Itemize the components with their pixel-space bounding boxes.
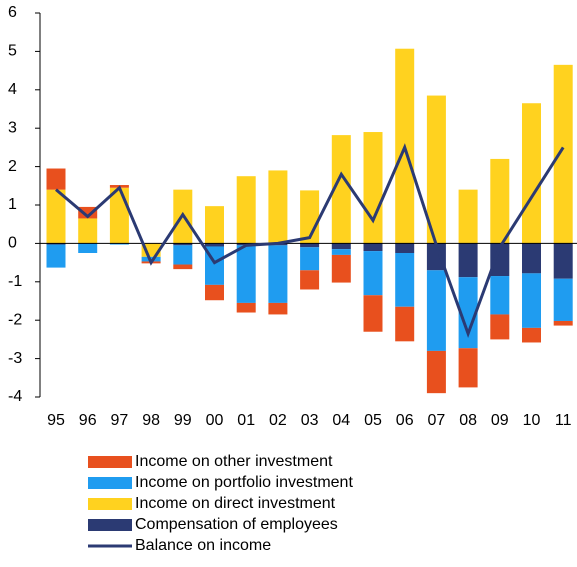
bar (522, 103, 541, 244)
bar (173, 243, 193, 246)
bar (490, 314, 510, 340)
bar (363, 251, 383, 296)
bar (205, 243, 224, 247)
bar (331, 254, 351, 283)
bar (331, 135, 351, 244)
bar (458, 277, 478, 349)
bar (522, 273, 541, 328)
x-tick-label: 97 (111, 412, 129, 429)
x-tick-label: 02 (269, 412, 287, 429)
legend-label: Compensation of employees (135, 516, 338, 533)
x-tick-label: 00 (206, 412, 224, 429)
y-tick-label: 1 (8, 196, 17, 213)
y-tick-label: -3 (8, 350, 22, 367)
bar (300, 243, 320, 248)
x-tick-label: 99 (174, 412, 192, 429)
x-tick-label: 09 (491, 412, 509, 429)
bar (331, 243, 351, 250)
x-tick-label: 03 (301, 412, 319, 429)
bar (331, 249, 351, 255)
bar (236, 176, 256, 244)
bar (395, 243, 415, 253)
bar (426, 270, 446, 351)
bar (395, 306, 415, 342)
y-tick-label: 2 (8, 158, 17, 175)
bar (458, 189, 478, 244)
bar (363, 295, 383, 332)
bar (268, 170, 288, 244)
bar (46, 189, 66, 244)
bar (426, 350, 446, 394)
legend-label: Balance on income (135, 537, 271, 554)
bar (109, 187, 129, 244)
bar (205, 206, 224, 244)
y-tick-label: 6 (8, 4, 17, 21)
x-tick-label: 11 (555, 412, 572, 429)
bar (300, 247, 320, 271)
bar (78, 243, 98, 253)
legend-swatch (88, 519, 132, 531)
y-tick-label: 4 (8, 81, 17, 98)
bar (458, 243, 478, 278)
legend-label: Income on portfolio investment (135, 474, 353, 491)
bar (363, 132, 383, 244)
y-tick-label: 0 (8, 235, 17, 252)
x-tick-label: 07 (428, 412, 446, 429)
bar (553, 64, 573, 244)
y-tick-label: 5 (8, 43, 17, 60)
y-tick-label: -4 (8, 388, 22, 405)
bar (173, 245, 193, 265)
bar (553, 278, 573, 321)
y-tick-label: -1 (8, 273, 22, 290)
x-tick-label: 96 (79, 412, 97, 429)
bar (490, 276, 510, 315)
bar (173, 264, 193, 270)
x-tick-label: 01 (237, 412, 255, 429)
legend-label: Income on other investment (135, 453, 333, 470)
line (55, 143, 565, 339)
y-tick-label: 3 (8, 119, 17, 136)
bar (268, 302, 288, 315)
bar (109, 243, 129, 245)
bar (300, 270, 320, 290)
bar (395, 253, 415, 307)
x-tick-label: 04 (332, 412, 350, 429)
bar (553, 243, 573, 279)
x-tick-label: 05 (364, 412, 382, 429)
bar (78, 218, 98, 244)
bar (236, 302, 256, 313)
bar (268, 245, 288, 303)
bar (46, 244, 66, 268)
y-tick-label: -2 (8, 311, 22, 328)
x-tick-label: 10 (523, 412, 541, 429)
x-tick-label: 98 (142, 412, 160, 429)
bar (426, 95, 446, 244)
bar (426, 243, 446, 271)
legend-label: Income on direct investment (135, 495, 336, 512)
bar (363, 243, 383, 252)
bar (553, 320, 573, 326)
bar (490, 158, 510, 244)
legend-swatch (88, 498, 132, 510)
bar (78, 206, 98, 219)
bar (522, 327, 541, 343)
legend-swatch (88, 456, 132, 468)
bar (522, 243, 541, 274)
bar (46, 168, 66, 190)
x-tick-label: 08 (459, 412, 477, 429)
bar (458, 348, 478, 388)
bar (205, 284, 224, 301)
x-tick-label: 95 (47, 412, 65, 429)
legend-swatch (88, 477, 132, 489)
bar (236, 245, 256, 303)
bar (46, 243, 66, 245)
bar (490, 243, 510, 277)
x-tick-label: 06 (396, 412, 414, 429)
